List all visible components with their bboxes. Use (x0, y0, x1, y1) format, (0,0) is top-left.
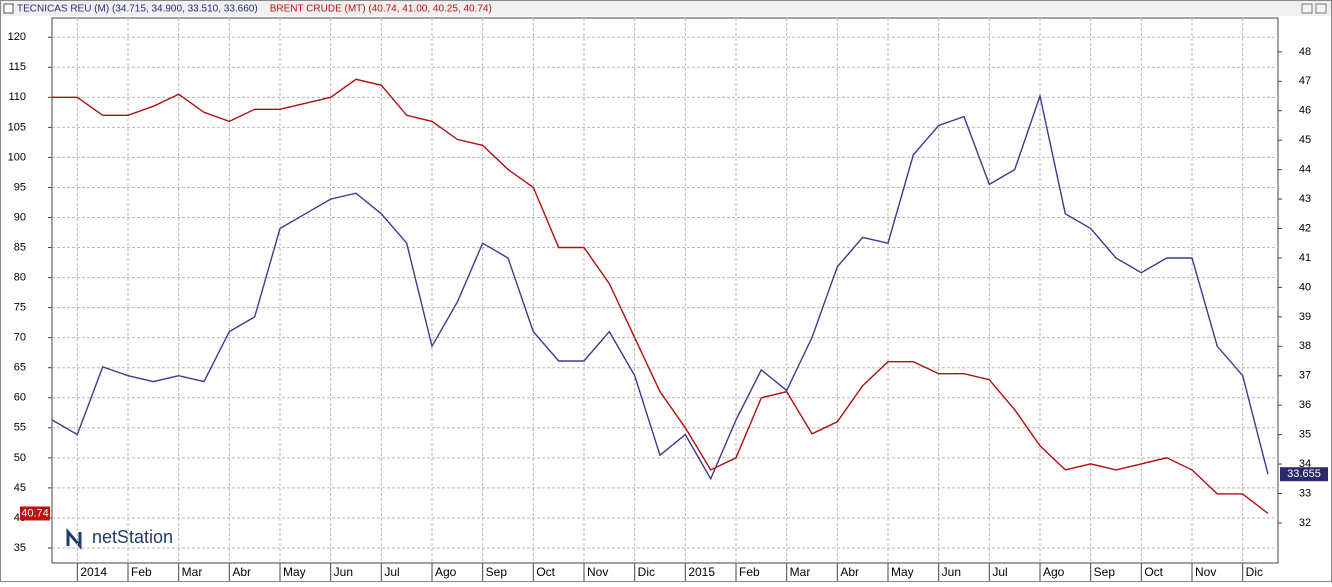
x-tick-label: 2014 (80, 565, 107, 579)
x-tick-label: May (891, 565, 914, 579)
y-tick-label: 120 (8, 31, 26, 43)
line-series (52, 78, 1269, 515)
y-tick-label: 85 (14, 241, 26, 253)
legend-entry: BRENT CRUDE (MT) (40.74, 41.00, 40.25, 4… (270, 4, 492, 15)
x-tick-label: Dic (1246, 565, 1263, 579)
y-tick-label: 75 (14, 302, 26, 314)
y2-tick-label: 47 (1299, 75, 1311, 87)
y-tick-label: 35 (14, 542, 26, 554)
y-tick-label: 80 (14, 271, 26, 283)
x-tick-label: Feb (131, 565, 152, 579)
y2-tick-label: 41 (1299, 252, 1311, 264)
maximize-button[interactable] (1315, 3, 1327, 14)
x-tick-label: Feb (739, 565, 760, 579)
x-tick-label: May (283, 565, 306, 579)
x-tick-label: Mar (182, 565, 203, 579)
x-tick-label: Oct (1144, 565, 1163, 579)
x-tick-label: Jun (334, 565, 353, 579)
x-tick-label: 2015 (688, 565, 715, 579)
y2-tick-label: 33 (1299, 487, 1311, 499)
x-tick-label: Nov (1195, 565, 1216, 579)
last-value-tag: 33.655 (1280, 467, 1328, 482)
y-tick-label: 110 (8, 91, 26, 103)
y2-tick-label: 43 (1299, 193, 1311, 205)
x-tick-label: Jun (942, 565, 961, 579)
y2-tick-label: 35 (1299, 429, 1311, 441)
y2-tick-label: 40 (1299, 281, 1311, 293)
x-tick-label: Mar (790, 565, 811, 579)
y2-tick-label: 45 (1299, 134, 1311, 146)
x-tick-label: Jul (992, 565, 1007, 579)
header-bar (1, 1, 1331, 16)
y-tick-label: 105 (8, 121, 26, 133)
y-tick-label: 55 (14, 422, 26, 434)
last-value-label: 33.655 (1287, 468, 1321, 480)
last-value-label: 40.74 (21, 507, 49, 519)
y-tick-label: 100 (8, 151, 26, 163)
y-tick-label: 60 (14, 392, 26, 404)
y-tick-label: 50 (14, 452, 26, 464)
window-icon[interactable] (3, 3, 14, 14)
y2-tick-label: 44 (1299, 164, 1311, 176)
x-tick-label: Oct (536, 565, 555, 579)
last-value-tag: 40.74 (20, 506, 50, 521)
x-tick-label: Sep (486, 565, 508, 579)
y-tick-label: 45 (14, 482, 26, 494)
y-tick-label: 90 (14, 211, 26, 223)
y2-tick-label: 37 (1299, 370, 1311, 382)
y-tick-label: 95 (14, 181, 26, 193)
line-series (51, 93, 1269, 481)
x-tick-label: Dic (638, 565, 655, 579)
legend-entry: TECNICAS REU (M) (34.715, 34.900, 33.510… (17, 4, 258, 15)
x-tick-label: Jul (384, 565, 399, 579)
y2-tick-label: 39 (1299, 311, 1311, 323)
y2-tick-label: 48 (1299, 46, 1311, 58)
y2-tick-label: 38 (1299, 340, 1311, 352)
x-tick-label: Abr (840, 565, 859, 579)
y-tick-label: 70 (14, 332, 26, 344)
last-value-box (1280, 467, 1328, 482)
x-tick-label: Nov (587, 565, 608, 579)
x-tick-label: Sep (1094, 565, 1116, 579)
logo-mark (66, 527, 82, 551)
logo: netStation (92, 527, 173, 547)
y2-tick-label: 46 (1299, 105, 1311, 117)
minimize-button[interactable] (1301, 3, 1313, 14)
y2-tick-label: 32 (1299, 517, 1311, 529)
y-tick-label: 65 (14, 362, 26, 374)
y2-tick-label: 42 (1299, 222, 1311, 234)
y2-tick-label: 36 (1299, 399, 1311, 411)
last-value-box (20, 506, 50, 521)
x-tick-label: Abr (232, 565, 251, 579)
y-tick-label: 115 (8, 61, 26, 73)
x-tick-label: Ago (1043, 565, 1065, 579)
x-tick-label: Ago (435, 565, 457, 579)
y2-tick-label: 34 (1299, 458, 1311, 470)
